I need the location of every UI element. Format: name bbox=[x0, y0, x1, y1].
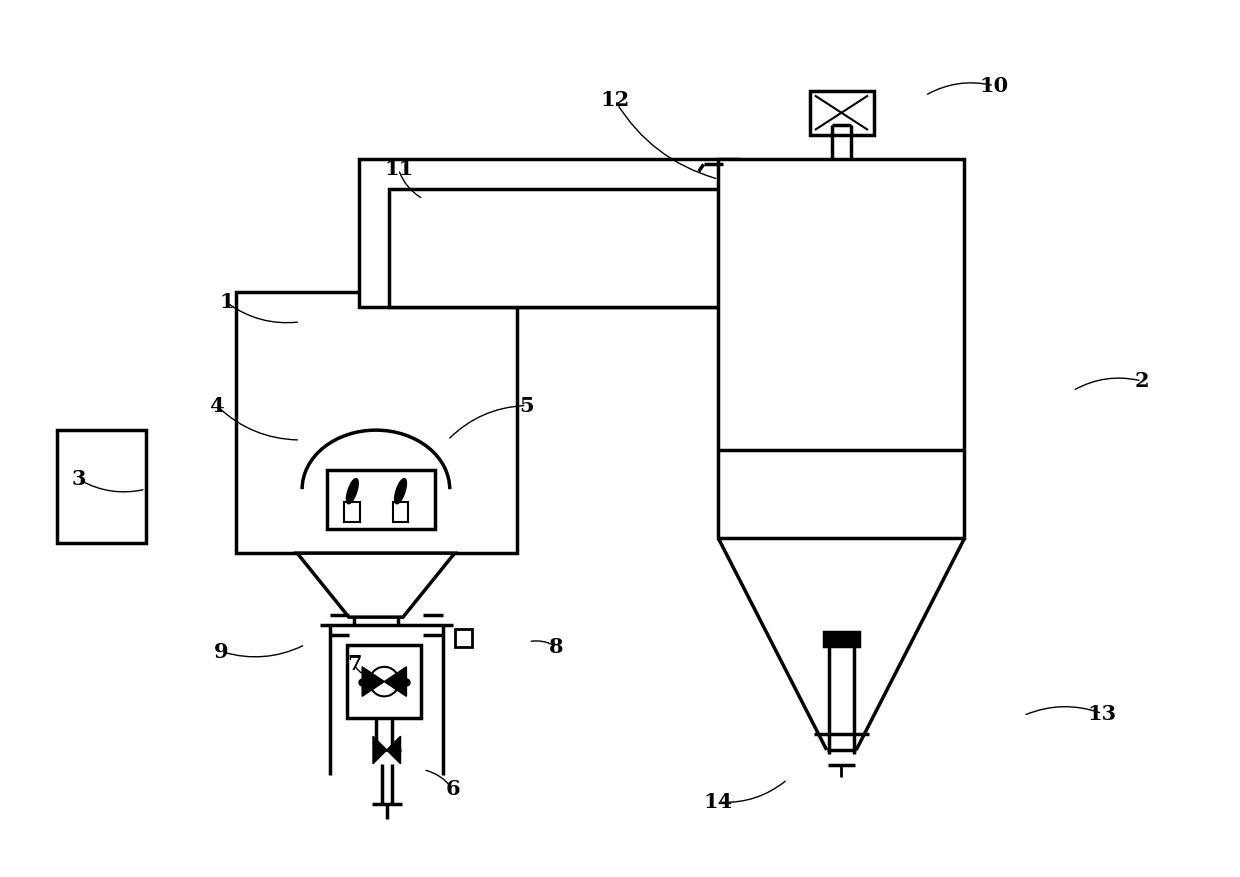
Text: 6: 6 bbox=[445, 780, 460, 799]
Bar bbox=[360, 160, 738, 307]
Text: 7: 7 bbox=[347, 654, 362, 674]
Bar bbox=[823, 632, 859, 645]
Text: 14: 14 bbox=[704, 792, 733, 812]
Bar bbox=[455, 629, 472, 646]
Bar bbox=[236, 292, 517, 553]
Text: 10: 10 bbox=[980, 75, 1008, 96]
Bar bbox=[388, 189, 738, 307]
Bar bbox=[393, 502, 408, 522]
Text: 2: 2 bbox=[1135, 371, 1149, 391]
Bar bbox=[718, 160, 965, 538]
Polygon shape bbox=[394, 479, 407, 503]
Polygon shape bbox=[384, 667, 407, 696]
Text: 3: 3 bbox=[72, 469, 86, 489]
Polygon shape bbox=[387, 736, 401, 764]
Text: 9: 9 bbox=[215, 642, 228, 661]
Text: 12: 12 bbox=[600, 90, 630, 111]
Polygon shape bbox=[346, 479, 358, 503]
Bar bbox=[345, 502, 360, 522]
Bar bbox=[347, 645, 422, 718]
Text: 8: 8 bbox=[549, 637, 563, 657]
Polygon shape bbox=[298, 553, 455, 617]
Bar bbox=[326, 469, 435, 529]
Bar bbox=[57, 430, 145, 544]
Text: 11: 11 bbox=[384, 160, 413, 179]
Bar bbox=[810, 90, 874, 135]
Polygon shape bbox=[373, 736, 387, 764]
Text: 4: 4 bbox=[210, 396, 223, 416]
Text: 13: 13 bbox=[1087, 703, 1117, 724]
Text: 1: 1 bbox=[219, 292, 233, 312]
Text: 5: 5 bbox=[520, 396, 533, 416]
Polygon shape bbox=[362, 667, 384, 696]
